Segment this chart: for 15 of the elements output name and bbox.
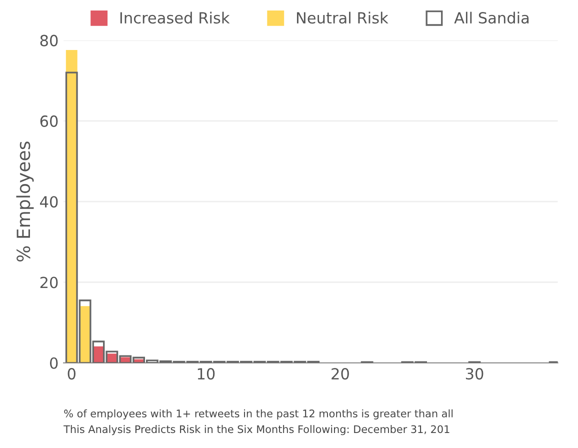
y-tick-label: 40 [40,196,58,208]
text: This Analysis Predicts Risk in the Six Months Following: December 31, 201 [64,425,450,436]
x-tick-label: 30 [466,368,484,380]
text: % of employees with 1+ retweets in the past 12 months is greater than all [64,409,453,420]
legend-label: All Sandia [454,12,529,24]
legend-label: Increased Risk [120,12,230,24]
y-tick-label: 60 [40,115,58,127]
y-tick-label: 20 [40,276,58,288]
legend-label: Neutral Risk [296,12,388,24]
y-axis-title: % Employees [16,142,34,262]
y-tick-label: 80 [40,34,58,46]
x-tick-label: 20 [332,368,349,380]
x-tick-label: 0 [68,368,76,380]
x-tick-label: 10 [198,368,215,380]
y-tick-label: 0 [50,357,58,369]
